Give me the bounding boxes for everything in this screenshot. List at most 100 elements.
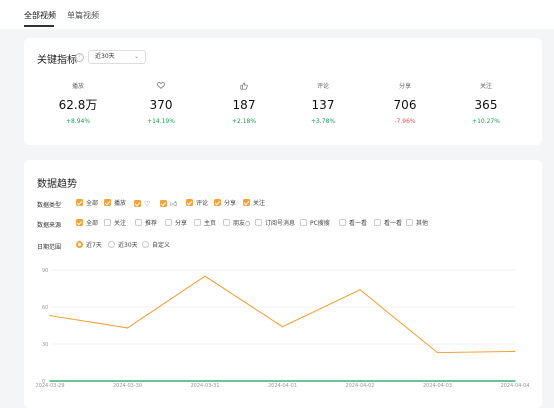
- data-point: [126, 380, 129, 382]
- chevron-down-icon: ⌄: [133, 53, 139, 60]
- data-source-share[interactable]: 分享: [165, 219, 187, 228]
- checkbox[interactable]: [300, 219, 307, 226]
- key-metrics-title: 关键指标: [37, 55, 77, 66]
- metric-follows: 关注 365 +10.27%: [446, 82, 526, 125]
- y-tick-label: 0: [42, 379, 45, 385]
- metric-shares: 分享 706 -7.96%: [365, 82, 445, 125]
- x-tick-label: 2024-04-01: [268, 383, 297, 389]
- data-point: [126, 327, 129, 329]
- y-tick-label: 90: [42, 268, 48, 274]
- metric-label-shares: 分享: [398, 83, 411, 90]
- checkbox[interactable]: [104, 199, 111, 206]
- data-source-follow[interactable]: 关注: [104, 219, 126, 228]
- radio-button[interactable]: [76, 241, 83, 248]
- data-source-homepage[interactable]: 主页: [194, 219, 216, 228]
- data-type-comments[interactable]: 评论: [186, 199, 208, 208]
- info-icon[interactable]: ?: [75, 53, 84, 62]
- checkbox[interactable]: [186, 199, 193, 206]
- radio-button[interactable]: [108, 241, 115, 248]
- checkbox[interactable]: [165, 219, 172, 226]
- data-point: [436, 352, 439, 354]
- heart-icon: [157, 82, 165, 89]
- data-type-thumb[interactable]: 👍︎: [160, 200, 177, 209]
- data-type-follows[interactable]: 关注: [243, 199, 265, 208]
- key-metrics-card: 关键指标 ? 近30天 ⌄ 播放 62.8万 +8.94% 370 +14.19…: [24, 38, 542, 145]
- period-select[interactable]: 近30天 ⌄: [88, 50, 146, 64]
- checkbox[interactable]: [76, 219, 83, 226]
- data-point: [359, 380, 361, 382]
- heart-icon: ♡: [144, 200, 151, 208]
- data-type-all[interactable]: 全部: [76, 199, 98, 208]
- checkbox[interactable]: [76, 199, 83, 206]
- metric-value-thumb: 187: [232, 98, 256, 112]
- checkbox[interactable]: [223, 219, 230, 226]
- data-type-heart[interactable]: ♡: [134, 200, 150, 209]
- tab-single-video[interactable]: 单篇视频: [67, 11, 99, 20]
- checkbox[interactable]: [374, 219, 381, 226]
- x-tick-label: 2024-04-03: [423, 383, 452, 389]
- metric-value-heart: 370: [149, 98, 173, 112]
- checkbox[interactable]: [214, 199, 221, 206]
- metric-value-comments: 137: [311, 98, 335, 112]
- data-source-pc-search[interactable]: PC搜搜: [300, 219, 330, 228]
- thumbs-up-icon: 👍︎: [170, 200, 178, 208]
- data-point: [514, 380, 516, 382]
- data-source-all[interactable]: 全部: [76, 219, 98, 228]
- x-tick-label: 2024-03-31: [190, 383, 219, 389]
- x-tick-label: 2024-04-04: [500, 383, 529, 389]
- metric-change-shares: -7.96%: [394, 118, 416, 125]
- metric-change-views: +8.94%: [65, 118, 91, 125]
- data-source-look-2[interactable]: 看一看: [374, 219, 402, 228]
- tab-all-videos[interactable]: 全部视频: [24, 11, 56, 20]
- checkbox[interactable]: [104, 219, 111, 226]
- data-source-recommend[interactable]: 推荐: [135, 219, 157, 228]
- date-range-30d[interactable]: 近30天: [108, 241, 138, 250]
- metric-heart-label: [121, 82, 201, 92]
- active-tab-underline: [24, 25, 54, 27]
- metric-change-comments: +3.78%: [310, 118, 336, 125]
- period-select-value: 近30天: [95, 53, 115, 60]
- data-source-subscription[interactable]: 订阅号消息: [255, 219, 295, 228]
- top-tab-bar: 全部视频 单篇视频: [0, 0, 554, 29]
- data-source-friends[interactable]: 朋友○: [223, 219, 250, 228]
- data-source-label: 数据来源: [37, 222, 62, 229]
- metric-likes-heart: 370 +14.19%: [121, 82, 201, 125]
- data-point: [204, 380, 206, 382]
- metric-change-follows: +10.27%: [472, 118, 500, 125]
- metric-change-thumb: +2.18%: [231, 118, 257, 125]
- y-tick-label: 30: [42, 342, 48, 348]
- data-source-other[interactable]: 其他: [406, 219, 428, 228]
- metric-value-views: 62.8万: [58, 98, 98, 112]
- checkbox[interactable]: [255, 219, 262, 226]
- metric-label-follows: 关注: [479, 83, 492, 90]
- data-source-look-1[interactable]: 看一看: [339, 219, 367, 228]
- data-type-shares[interactable]: 分享: [214, 199, 236, 208]
- data-point: [204, 275, 206, 277]
- metric-value-follows: 365: [474, 98, 498, 112]
- radio-button[interactable]: [142, 241, 149, 248]
- metric-thumbs-up: 187 +2.18%: [204, 82, 284, 125]
- date-range-7d[interactable]: 近7天: [76, 241, 102, 250]
- checkbox[interactable]: [339, 219, 346, 226]
- checkbox[interactable]: [134, 200, 141, 207]
- metric-change-heart: +14.19%: [147, 118, 175, 125]
- metric-label-comments: 评论: [316, 83, 329, 90]
- checkbox[interactable]: [194, 219, 201, 226]
- data-point: [49, 315, 51, 317]
- data-type-views[interactable]: 播放: [104, 199, 126, 208]
- checkbox[interactable]: [135, 219, 142, 226]
- data-point: [514, 350, 516, 352]
- data-point: [359, 289, 361, 291]
- data-point: [281, 326, 284, 328]
- checkbox[interactable]: [160, 200, 167, 207]
- date-range-custom[interactable]: 自定义: [142, 241, 170, 250]
- x-tick-label: 2024-03-29: [35, 383, 64, 389]
- y-tick-label: 60: [42, 305, 48, 311]
- date-range-label: 日期范围: [37, 244, 62, 251]
- data-point: [49, 380, 51, 382]
- checkbox[interactable]: [243, 199, 250, 206]
- metric-comments: 评论 137 +3.78%: [283, 82, 363, 125]
- metric-value-shares: 706: [393, 98, 417, 112]
- checkbox[interactable]: [406, 219, 413, 226]
